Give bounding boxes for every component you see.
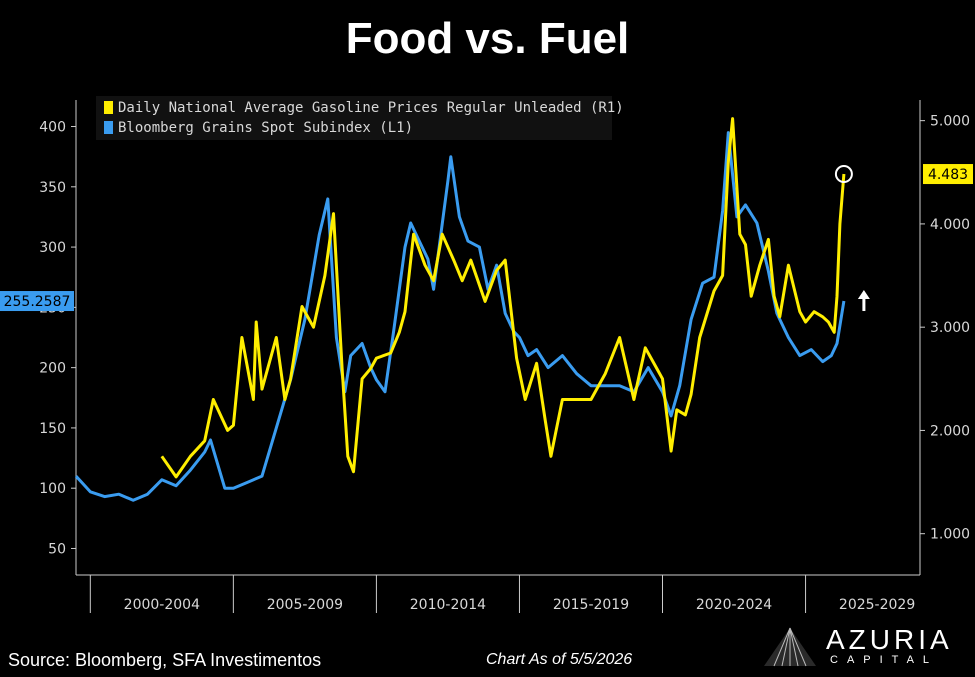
legend-background [96, 96, 612, 140]
latest-value-circle [834, 165, 853, 184]
series-layer [74, 117, 846, 502]
labels-layer: 501001502002503003504001.0002.0003.0004.… [0, 114, 973, 613]
left-tick-label: 150 [39, 421, 66, 437]
logo-subtitle: CAPITAL [830, 654, 939, 666]
right-tick-label: 4.000 [930, 217, 970, 233]
azuria-logo: AZURIA CAPITAL [760, 622, 970, 670]
left-tick-label: 50 [48, 541, 66, 557]
axes-layer [71, 100, 925, 613]
legend-label-grains: Bloomberg Grains Spot Subindex (L1) [118, 120, 413, 136]
source-note: Source: Bloomberg, SFA Investimentos [8, 650, 322, 670]
gasoline-last-value-tag [923, 164, 973, 185]
left-tick-label: 100 [39, 481, 66, 497]
legend-label-gasoline: Daily National Average Gasoline Prices R… [118, 100, 624, 116]
x-tick-label: 2020-2024 [696, 597, 772, 613]
grains-last-value-label: 255.2587 [4, 294, 71, 310]
right-tick-label: 2.000 [930, 423, 970, 439]
chart-date-note: Chart As of 5/5/2026 [486, 651, 633, 668]
legend-swatch-gasoline [104, 101, 113, 114]
right-tick-label: 5.000 [930, 114, 970, 130]
gasoline-last-value-label: 4.483 [928, 167, 968, 183]
x-tick-label: 2005-2009 [267, 597, 343, 613]
x-tick-label: 2015-2019 [553, 597, 629, 613]
grains-index-line [74, 131, 846, 502]
left-tick-label: 350 [39, 180, 66, 196]
legend: Daily National Average Gasoline Prices R… [96, 96, 624, 140]
chart-title: Food vs. Fuel [345, 14, 630, 63]
x-tick-label: 2000-2004 [124, 597, 200, 613]
left-tick-label: 200 [39, 361, 66, 377]
right-tick-label: 3.000 [930, 320, 970, 336]
left-tick-label: 400 [39, 120, 66, 136]
x-tick-label: 2025-2029 [839, 597, 915, 613]
up-arrow-head-icon [857, 290, 870, 300]
x-tick-label: 2010-2014 [410, 597, 486, 613]
gasoline-price-line [160, 117, 846, 479]
left-tick-label: 300 [39, 240, 66, 256]
right-tick-label: 1.000 [930, 527, 970, 543]
grains-last-value-tag [0, 291, 74, 312]
logo-name: AZURIA [826, 624, 953, 655]
legend-swatch-grains [104, 121, 113, 134]
mountain-logo-icon [764, 627, 816, 667]
